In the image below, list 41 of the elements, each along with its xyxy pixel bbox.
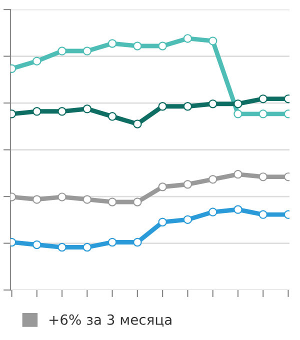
point	[183, 34, 192, 43]
point	[82, 195, 92, 204]
point	[183, 215, 192, 224]
point	[32, 195, 42, 204]
point	[208, 208, 218, 216]
point	[133, 238, 142, 247]
point	[58, 242, 66, 252]
point	[258, 210, 268, 219]
point	[183, 180, 192, 189]
point	[108, 112, 117, 121]
point	[234, 205, 242, 214]
point	[82, 242, 92, 252]
point	[32, 56, 42, 66]
point	[234, 99, 242, 108]
point	[32, 240, 42, 250]
point	[183, 102, 192, 111]
point	[158, 218, 167, 226]
point	[208, 174, 218, 184]
point	[108, 198, 117, 206]
point	[208, 99, 218, 108]
point	[258, 110, 268, 118]
point	[158, 102, 167, 111]
point	[208, 36, 218, 46]
point	[58, 107, 66, 116]
point	[234, 110, 242, 118]
point	[133, 42, 142, 50]
point	[82, 104, 92, 114]
point	[234, 170, 242, 179]
point	[158, 42, 167, 50]
point	[108, 238, 117, 247]
point	[32, 107, 42, 116]
point	[133, 198, 142, 206]
point	[108, 39, 117, 48]
point	[82, 46, 92, 56]
point	[58, 46, 66, 56]
point	[58, 192, 66, 202]
point	[133, 120, 142, 128]
point	[158, 182, 167, 192]
legend-label: +6% за 3 месяца	[49, 314, 172, 327]
point	[258, 172, 268, 182]
point	[258, 94, 268, 104]
